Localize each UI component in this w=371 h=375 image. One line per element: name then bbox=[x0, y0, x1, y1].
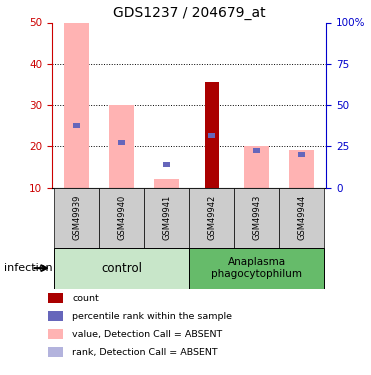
Text: GSM49940: GSM49940 bbox=[117, 195, 126, 240]
Text: control: control bbox=[101, 262, 142, 274]
Bar bbox=[208, 134, 216, 138]
Text: count: count bbox=[72, 294, 99, 303]
Bar bbox=[154, 179, 179, 188]
Text: GSM49941: GSM49941 bbox=[162, 195, 171, 240]
Bar bbox=[279, 188, 324, 248]
Text: value, Detection Call = ABSENT: value, Detection Call = ABSENT bbox=[72, 330, 223, 339]
Bar bbox=[298, 152, 305, 157]
Bar bbox=[189, 248, 324, 289]
Bar bbox=[253, 148, 260, 153]
Text: percentile rank within the sample: percentile rank within the sample bbox=[72, 312, 232, 321]
Bar bbox=[234, 188, 279, 248]
Bar bbox=[64, 22, 89, 188]
Bar bbox=[189, 188, 234, 248]
Text: infection: infection bbox=[4, 263, 52, 273]
Bar bbox=[54, 248, 189, 289]
Title: GDS1237 / 204679_at: GDS1237 / 204679_at bbox=[113, 6, 266, 20]
Text: GSM49944: GSM49944 bbox=[297, 195, 306, 240]
Text: GSM49939: GSM49939 bbox=[72, 195, 81, 240]
Bar bbox=[118, 140, 125, 145]
Bar bbox=[99, 188, 144, 248]
Bar bbox=[163, 162, 170, 167]
Bar bbox=[289, 150, 314, 188]
Bar bbox=[54, 188, 99, 248]
Bar bbox=[244, 146, 269, 188]
Bar bbox=[144, 188, 189, 248]
Bar bbox=[205, 82, 219, 188]
Text: Anaplasma
phagocytophilum: Anaplasma phagocytophilum bbox=[211, 257, 302, 279]
Bar bbox=[73, 123, 81, 128]
Text: rank, Detection Call = ABSENT: rank, Detection Call = ABSENT bbox=[72, 348, 218, 357]
Bar bbox=[109, 105, 134, 188]
Text: GSM49943: GSM49943 bbox=[252, 195, 261, 240]
Text: GSM49942: GSM49942 bbox=[207, 195, 216, 240]
